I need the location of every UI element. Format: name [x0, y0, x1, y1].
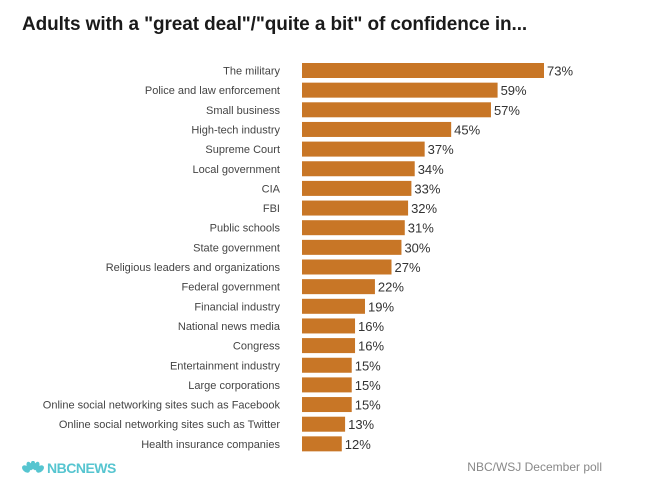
bar: [302, 397, 352, 413]
value-label: 15%: [355, 398, 381, 413]
category-label: Small business: [206, 105, 280, 117]
category-label: Religious leaders and organizations: [106, 262, 281, 274]
category-label: Financial industry: [194, 301, 280, 313]
value-label: 34%: [418, 162, 444, 177]
source-note: NBC/WSJ December poll: [467, 460, 602, 474]
bar: [302, 416, 346, 432]
bar: [302, 377, 352, 393]
category-label: Entertainment industry: [170, 360, 281, 372]
bar: [302, 338, 356, 354]
value-label: 45%: [454, 122, 480, 137]
value-label: 16%: [358, 339, 384, 354]
value-label: 15%: [355, 358, 381, 373]
nbc-news-logo: NBCNEWS: [22, 460, 116, 476]
value-label: 22%: [378, 280, 404, 295]
category-label: State government: [193, 242, 280, 254]
category-label: High-tech industry: [191, 124, 280, 136]
bar: [302, 239, 402, 255]
value-label: 33%: [414, 181, 440, 196]
category-label: CIA: [262, 183, 281, 195]
value-label: 27%: [395, 260, 421, 275]
category-label: Supreme Court: [205, 144, 280, 156]
chart-title: Adults with a "great deal"/"quite a bit"…: [22, 14, 528, 35]
category-label: Online social networking sites such as T…: [59, 419, 280, 431]
category-label: Congress: [233, 341, 281, 353]
category-label: Local government: [193, 164, 280, 176]
bar: [302, 161, 415, 177]
category-label: Large corporations: [188, 380, 280, 392]
category-label: The military: [223, 66, 280, 78]
category-label: Public schools: [210, 223, 281, 235]
bar: [302, 318, 356, 334]
bar: [302, 279, 375, 295]
value-label: 31%: [408, 221, 434, 236]
bar: [302, 180, 412, 196]
value-label: 19%: [368, 299, 394, 314]
category-label: FBI: [263, 203, 280, 215]
category-label: Federal government: [182, 282, 280, 294]
value-label: 16%: [358, 319, 384, 334]
value-label: 15%: [355, 378, 381, 393]
value-label: 12%: [345, 437, 371, 452]
value-label: 13%: [348, 417, 374, 432]
bar: [302, 298, 365, 314]
peacock-icon: [22, 461, 44, 473]
category-label: Health insurance companies: [141, 439, 280, 451]
value-label: 37%: [428, 142, 454, 157]
value-label: 32%: [411, 201, 437, 216]
bar: [302, 436, 342, 452]
bar: [302, 82, 498, 98]
category-label: National news media: [178, 321, 281, 333]
value-label: 59%: [501, 83, 527, 98]
brand-name: NBCNEWS: [47, 460, 116, 476]
value-label: 30%: [404, 240, 430, 255]
bar: [302, 220, 405, 236]
bar: [302, 259, 392, 275]
bar: [302, 141, 425, 157]
bar: [302, 121, 452, 137]
bar: [302, 63, 544, 78]
bar: [302, 102, 491, 118]
category-label: Police and law enforcement: [145, 85, 280, 97]
bar: [302, 200, 409, 216]
category-label: Online social networking sites such as F…: [43, 400, 281, 412]
value-label: 57%: [494, 103, 520, 118]
bar: [302, 357, 352, 373]
value-label: 73%: [547, 64, 573, 79]
